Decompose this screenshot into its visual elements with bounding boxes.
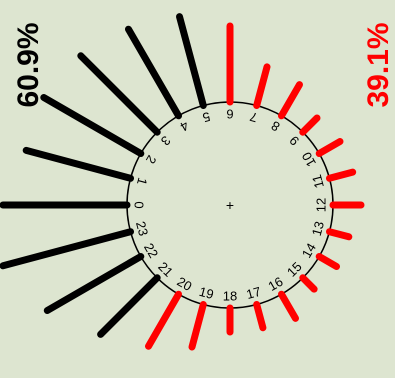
bar-hour-3 (77, 52, 161, 136)
hour-label-0: 0 (132, 201, 147, 208)
bar-hour-17 (253, 301, 267, 332)
hour-label-14: 14 (299, 240, 319, 260)
hour-label-9: 9 (286, 133, 302, 149)
hour-label-6: 6 (226, 107, 233, 122)
bar-hour-13 (326, 228, 353, 241)
bar-hour-21 (97, 274, 161, 338)
bar-hour-5 (176, 13, 207, 109)
bar-hour-7 (253, 63, 271, 109)
hour-label-16: 16 (265, 274, 285, 294)
right-percentage-label: 39.1% (362, 22, 395, 107)
hour-label-7: 7 (248, 109, 259, 125)
center-mark: + (226, 197, 234, 213)
bar-hour-2 (40, 94, 145, 157)
bar-hour-19 (188, 301, 207, 351)
bar-hour-23 (0, 228, 134, 270)
hour-label-13: 13 (309, 220, 327, 238)
hour-label-17: 17 (245, 284, 263, 302)
hour-label-4: 4 (178, 118, 192, 135)
hour-label-1: 1 (134, 176, 150, 187)
left-percentage-label: 60.9% (12, 22, 45, 107)
bar-hour-22 (43, 253, 145, 314)
hour-label-8: 8 (269, 118, 283, 135)
bar-hour-4 (125, 25, 182, 120)
hour-label-19: 19 (197, 284, 215, 302)
hour-label-11: 11 (309, 173, 327, 190)
hour-label-10: 10 (299, 149, 319, 169)
bar-hour-16 (278, 290, 299, 322)
hour-label-3: 3 (158, 133, 174, 149)
bar-hour-10 (315, 138, 344, 157)
hour-label-2: 2 (143, 153, 160, 167)
bar-hour-15 (299, 274, 318, 293)
bar-hour-8 (278, 81, 303, 120)
hour-label-5: 5 (201, 109, 212, 125)
bar-hour-20 (145, 290, 182, 350)
bar-hour-1 (22, 146, 134, 182)
hour-label-22: 22 (141, 240, 161, 260)
bar-hour-14 (315, 253, 340, 270)
bar-hour-9 (299, 114, 321, 136)
hour-label-12: 12 (314, 198, 329, 212)
hour-label-20: 20 (174, 274, 194, 294)
bars-group (0, 13, 365, 351)
hour-label-18: 18 (223, 289, 237, 304)
bar-hour-11 (326, 168, 357, 182)
hour-label-23: 23 (133, 220, 151, 238)
